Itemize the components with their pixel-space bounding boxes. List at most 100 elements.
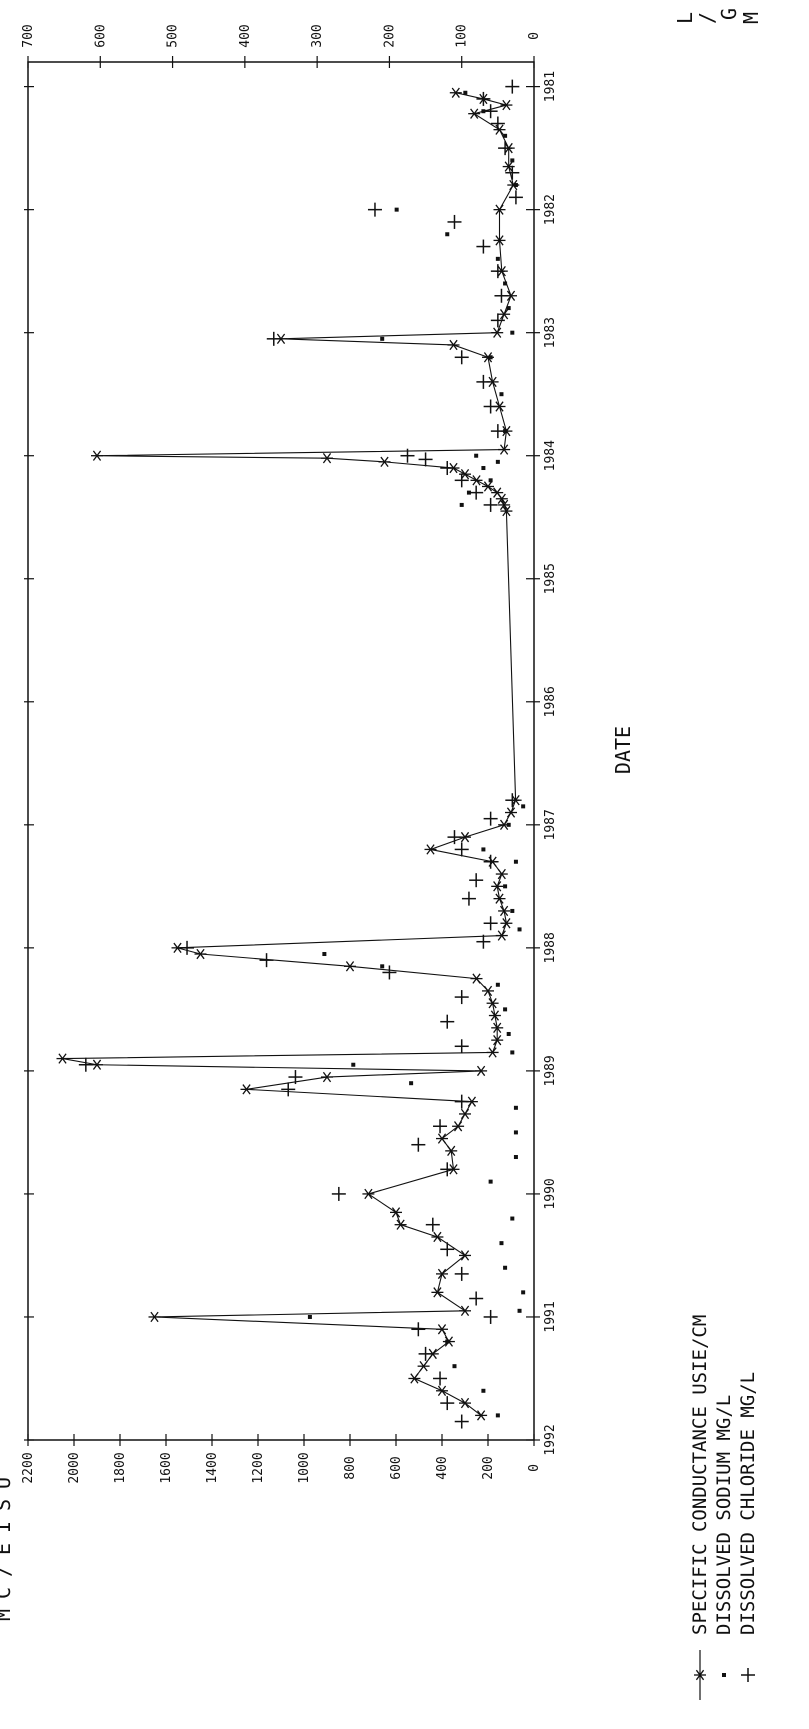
data-point-dot — [481, 1388, 486, 1393]
data-point-dot — [503, 1007, 508, 1012]
y-axis-right: 0 100 200 300 400 500 600 700 — [21, 24, 542, 68]
y-left-tick-label: 1000 — [297, 1452, 312, 1483]
data-point-dot — [394, 207, 399, 212]
data-point-dot — [722, 1673, 726, 1677]
x-tick-label: 1984 — [543, 440, 558, 471]
data-point-dot — [513, 183, 518, 188]
data-point-dot — [513, 859, 518, 864]
y-right-tick-label: 300 — [310, 24, 325, 47]
data-point-dot — [495, 982, 500, 987]
data-point-star — [470, 475, 483, 486]
data-point-star — [417, 1360, 430, 1372]
data-point-plus — [483, 1309, 498, 1324]
x-tick-label: 1985 — [543, 563, 558, 594]
data-point-plus — [490, 313, 505, 328]
data-point-star — [91, 450, 103, 461]
data-point-star — [491, 1022, 504, 1034]
y-left-tick-label: 1800 — [113, 1452, 128, 1483]
y-left-tick-label: 1400 — [205, 1452, 220, 1483]
data-point-plus — [461, 891, 476, 906]
data-point-plus — [382, 965, 397, 980]
y-left-tick-label: 200 — [481, 1456, 496, 1479]
data-point-dot — [445, 232, 450, 237]
data-point-plus — [440, 1162, 455, 1177]
data-point-star — [475, 1410, 488, 1421]
data-point-dot — [380, 336, 385, 341]
y-right-tick-label: 400 — [238, 24, 253, 47]
y-left-title-char: S — [0, 1499, 15, 1511]
y-left-title-char: C — [0, 1587, 15, 1599]
x-tick-label: 1991 — [543, 1301, 558, 1332]
data-point-dot — [513, 1105, 518, 1110]
data-point-dot — [488, 355, 493, 360]
legend: SPECIFIC CONDUCTANCE USIE/CM DISSOLVED SO… — [689, 1315, 759, 1700]
y-left-title-char: E — [0, 1543, 15, 1555]
data-point-dot — [351, 1062, 356, 1067]
data-point-plus — [331, 1186, 346, 1201]
y-right-title-char: / — [695, 12, 719, 24]
data-point-dot — [513, 1130, 518, 1135]
y-right-tick-label: 100 — [455, 24, 470, 47]
data-point-star — [505, 807, 517, 818]
data-point-dot — [481, 847, 486, 852]
x-tick-label: 1987 — [543, 809, 558, 840]
y-left-title-char: / — [0, 1565, 15, 1577]
data-point-plus — [400, 448, 415, 463]
data-point-star — [498, 444, 511, 455]
data-point-star — [148, 1311, 161, 1323]
y-right-title-char: M — [739, 12, 763, 24]
data-point-dot — [503, 429, 508, 434]
data-point-dot — [510, 1050, 515, 1055]
data-point-plus — [483, 497, 498, 512]
y-left-title-char: I — [0, 1521, 15, 1533]
data-point-dot — [481, 109, 486, 114]
data-point-star — [436, 1324, 448, 1335]
data-point-plus — [454, 990, 469, 1005]
data-point-star — [694, 1669, 706, 1681]
data-point-star — [56, 1053, 69, 1064]
data-point-star — [459, 1108, 471, 1120]
data-point-plus — [425, 1217, 440, 1232]
data-point-star — [194, 948, 207, 960]
legend-label: DISSOLVED CHLORIDE MG/L — [737, 1372, 759, 1635]
data-point-plus — [440, 1242, 455, 1257]
data-point-star — [390, 1207, 402, 1218]
data-point-dot — [488, 1179, 493, 1184]
data-point-star — [488, 1010, 501, 1021]
data-point-plus — [490, 116, 505, 131]
data-point-dot — [517, 1308, 522, 1313]
data-point-plus — [483, 811, 498, 826]
x-tick-label: 1983 — [543, 317, 558, 348]
x-axis: 1981 1982 1983 1984 1985 1986 1987 1988 1989 1990… — [24, 71, 558, 1456]
x-tick-label: 1982 — [543, 194, 558, 225]
data-point-plus — [483, 399, 498, 414]
data-point-plus — [454, 1414, 469, 1429]
data-point-dot — [495, 1413, 500, 1418]
data-point-dot — [521, 1290, 526, 1295]
data-point-plus — [483, 104, 498, 119]
data-point-star — [500, 505, 513, 517]
data-point-star — [445, 1145, 458, 1157]
legend-label: SPECIFIC CONDUCTANCE USIE/CM — [689, 1315, 711, 1635]
data-point-star — [424, 844, 437, 855]
data-point-plus — [454, 1094, 469, 1109]
y-right-title-char: G — [717, 8, 741, 20]
data-point-plus — [281, 1082, 296, 1097]
data-point-plus — [469, 1291, 484, 1306]
data-point-star — [495, 868, 508, 880]
data-point-star — [436, 1268, 448, 1280]
data-point-star — [436, 1133, 448, 1144]
y-axis-left-title: USIE / CM — [0, 1477, 15, 1621]
data-point-star — [468, 108, 481, 119]
data-point-plus — [505, 79, 520, 94]
data-point-star — [493, 893, 506, 904]
data-point-star — [500, 918, 513, 929]
data-point-star — [459, 1305, 471, 1317]
data-point-plus — [490, 424, 505, 439]
data-point-star — [495, 493, 508, 504]
data-point-star — [491, 327, 504, 338]
x-tick-label: 1988 — [543, 932, 558, 963]
y-axis-left: 0 200 400 600 800 1000 1200 1400 1600 1800 2000 220… — [21, 1434, 542, 1484]
y-left-tick-label: 800 — [343, 1456, 358, 1479]
data-point-plus — [483, 916, 498, 931]
